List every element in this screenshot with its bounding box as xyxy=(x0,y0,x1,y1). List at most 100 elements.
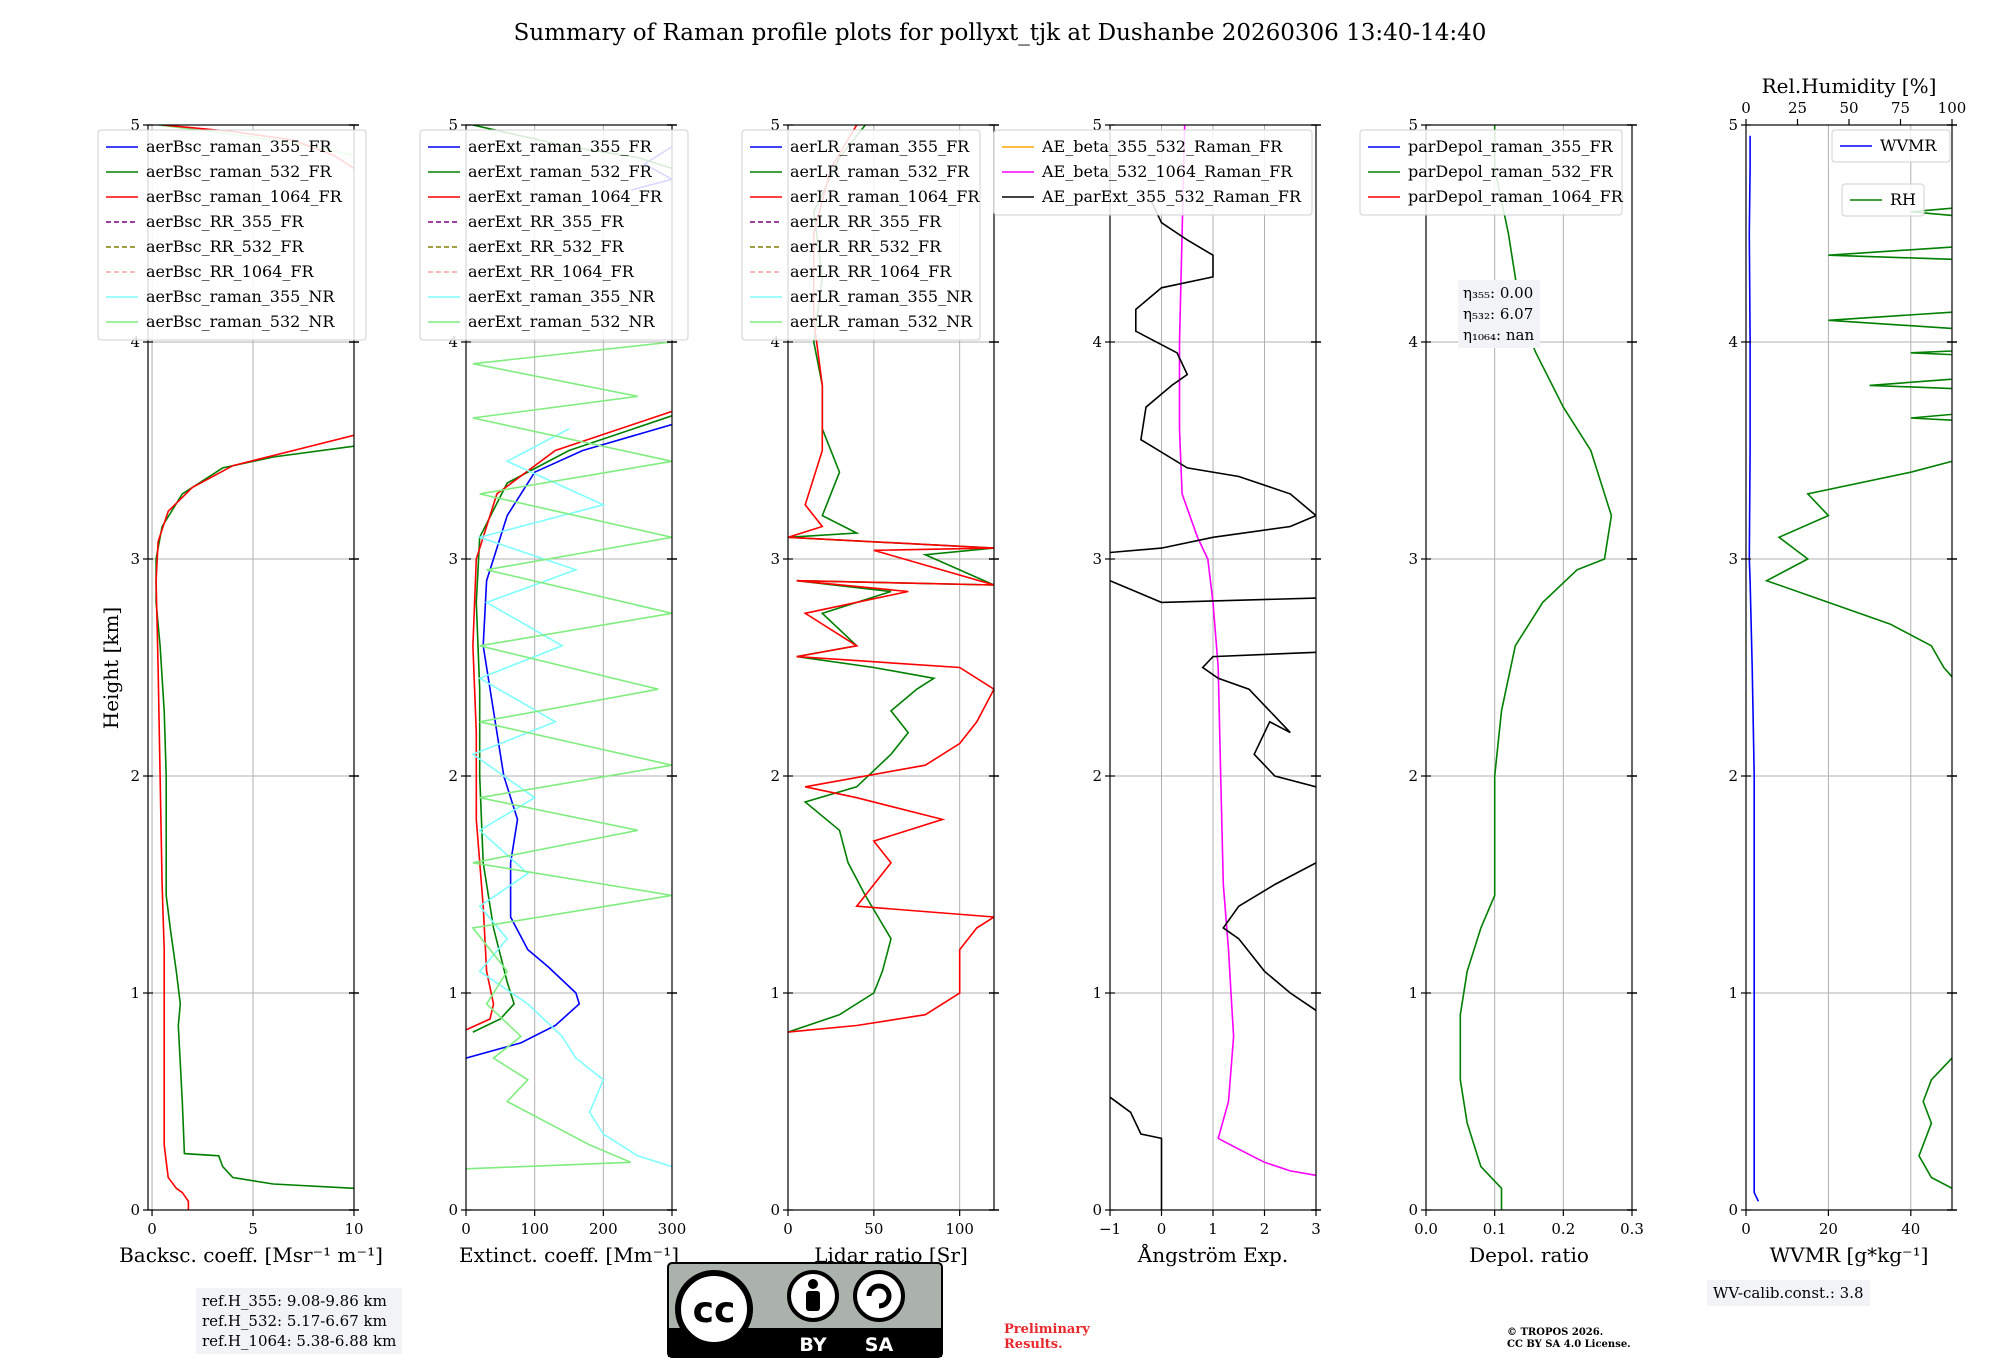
cc-icon xyxy=(675,1270,753,1348)
ext-ytick-label: 3 xyxy=(448,550,458,568)
ae-legend-label: AE_beta_355_532_Raman_FR xyxy=(1041,137,1283,156)
ae-ytick-label: 4 xyxy=(1092,333,1102,351)
depol-ytick-label: 1 xyxy=(1408,984,1418,1002)
y-axis-label: Height [km] xyxy=(99,607,123,729)
wvmr-top-xtick-label: 75 xyxy=(1891,99,1910,117)
bsc-legend-label: aerBsc_raman_355_FR xyxy=(146,137,332,156)
depol-ytick-label: 4 xyxy=(1408,333,1418,351)
lr-ytick-label: 4 xyxy=(770,333,780,351)
bsc-ytick-label: 5 xyxy=(130,116,140,134)
wvmr-series-WVMR xyxy=(1748,135,1760,1202)
wvmr-xtick-label: 0 xyxy=(1741,1220,1751,1238)
ext-ytick-label: 5 xyxy=(448,116,458,134)
depol-legend-box xyxy=(1359,129,1623,216)
ae-x-axis-label: Ångström Exp. xyxy=(1137,1242,1288,1267)
wvmr-top-x-axis-label: Rel.Humidity [%] xyxy=(1762,74,1937,98)
by-label: BY xyxy=(799,1334,826,1356)
wvmr-ytick-label: 3 xyxy=(1728,550,1738,568)
ext-series-aerExt_raman_355_FR xyxy=(466,423,672,1059)
cc-icon-text: cc xyxy=(693,1290,736,1331)
ref-height-box: ref.H_355: 9.08-9.86 km ref.H_532: 5.17-… xyxy=(196,1288,403,1354)
ae-series-AE_beta_532_1064_Raman_FR xyxy=(1178,125,1316,1177)
wvmr-x-axis-label: WVMR [g*kg⁻¹] xyxy=(1770,1243,1929,1267)
ext-xtick-label: 0 xyxy=(461,1220,471,1238)
ext-legend-label: aerExt_RR_532_FR xyxy=(468,237,625,256)
bsc-legend-label: aerBsc_raman_532_NR xyxy=(146,312,335,331)
ae-ytick-label: 2 xyxy=(1092,767,1102,785)
ae-ytick-label: 3 xyxy=(1092,550,1102,568)
ae-legend-label: AE_beta_532_1064_Raman_FR xyxy=(1041,162,1293,181)
ae-series-AE_parExt_355_532_Raman_FR_4 xyxy=(1110,200,1316,554)
wvmr-top-xtick-label: 100 xyxy=(1938,99,1967,117)
wvmr-ytick-label: 2 xyxy=(1728,767,1738,785)
ae-ytick-label: 5 xyxy=(1092,116,1102,134)
ae-xtick-label: 1 xyxy=(1208,1220,1218,1238)
lr-ytick-label: 0 xyxy=(770,1201,780,1219)
copyright-line-2: CC BY SA 4.0 License. xyxy=(1507,1339,1631,1350)
ext-legend-label: aerExt_raman_355_NR xyxy=(468,287,656,306)
lr-legend-label: aerLR_raman_1064_FR xyxy=(790,187,980,206)
lr-legend-label: aerLR_RR_1064_FR xyxy=(790,262,952,281)
ext-series-aerExt_raman_1064_FR xyxy=(466,410,672,1031)
ext-xtick-label: 300 xyxy=(658,1220,687,1238)
depol-legend-label: parDepol_raman_532_FR xyxy=(1408,162,1614,181)
depol-annotation-line: η₃₅₅: 0.00 xyxy=(1463,284,1533,302)
lr-ytick-label: 1 xyxy=(770,984,780,1002)
ae-series-AE_parExt_355_532_Raman_FR_2 xyxy=(1201,651,1316,788)
ae-legend-label: AE_parExt_355_532_Raman_FR xyxy=(1041,187,1302,206)
bsc-x-axis-label: Backsc. coeff. [Msr⁻¹ m⁻¹] xyxy=(119,1243,383,1267)
bsc-xtick-label: 10 xyxy=(344,1220,363,1238)
ext-legend-label: aerExt_raman_532_FR xyxy=(468,162,653,181)
bsc-ytick-label: 4 xyxy=(130,333,140,351)
depol-ytick-label: 3 xyxy=(1408,550,1418,568)
bsc-xtick-label: 0 xyxy=(147,1220,157,1238)
by-person-body xyxy=(806,1291,820,1311)
lr-ytick-label: 3 xyxy=(770,550,780,568)
preliminary-note: Preliminary Results. xyxy=(1004,1322,1090,1352)
rh-legend-label-RH: RH xyxy=(1890,190,1916,209)
sa-share-arrow xyxy=(866,1283,892,1309)
lr-legend-label: aerLR_raman_532_NR xyxy=(790,312,973,331)
lr-xtick-label: 0 xyxy=(783,1220,793,1238)
bsc-legend-box xyxy=(97,129,367,341)
ext-ytick-label: 1 xyxy=(448,984,458,1002)
ext-legend-label: aerExt_raman_532_NR xyxy=(468,312,656,331)
ext-series-aerExt_raman_532_NR xyxy=(466,341,672,1170)
ext-legend-label: aerExt_raman_1064_FR xyxy=(468,187,663,206)
lr-series-aerLR_raman_1064_FR xyxy=(788,125,994,1033)
ae-xtick-label: 3 xyxy=(1311,1220,1321,1238)
ext-ytick-label: 0 xyxy=(448,1201,458,1219)
depol-xtick-label: 0.0 xyxy=(1414,1220,1438,1238)
lr-ytick-label: 2 xyxy=(770,767,780,785)
ext-series-aerExt_raman_532_FR xyxy=(472,415,672,1033)
ext-xtick-label: 200 xyxy=(589,1220,618,1238)
wvmr-top-xtick-label: 50 xyxy=(1839,99,1858,117)
bsc-ytick-label: 3 xyxy=(130,550,140,568)
ext-legend-box xyxy=(419,129,689,341)
rh-legend-box xyxy=(1841,183,1925,217)
wvmr-axes-frame xyxy=(1745,124,1953,1211)
depol-xtick-label: 0.2 xyxy=(1551,1220,1575,1238)
wvmr-ytick-label: 1 xyxy=(1728,984,1738,1002)
depol-xtick-label: 0.3 xyxy=(1620,1220,1644,1238)
ext-legend-label: aerExt_raman_355_FR xyxy=(468,137,653,156)
lr-legend-label: aerLR_RR_355_FR xyxy=(790,212,942,231)
lr-legend-label: aerLR_RR_532_FR xyxy=(790,237,942,256)
wvmr-top-xtick-label: 0 xyxy=(1741,99,1751,117)
lr-legend-label: aerLR_raman_532_FR xyxy=(790,162,970,181)
ext-series-aerExt_raman_355_NR xyxy=(471,428,672,1168)
wvmr-xtick-label: 20 xyxy=(1819,1220,1838,1238)
ae-ytick-label: 0 xyxy=(1092,1201,1102,1219)
ae-xtick-label: 2 xyxy=(1260,1220,1270,1238)
wvmr-series-RH xyxy=(1764,207,1952,1190)
ae-xtick-label: −1 xyxy=(1099,1220,1121,1238)
bsc-ytick-label: 1 xyxy=(130,984,140,1002)
bsc-legend-label: aerBsc_RR_1064_FR xyxy=(146,262,315,281)
depol-legend-label: parDepol_raman_355_FR xyxy=(1408,137,1614,156)
ae-ytick-label: 1 xyxy=(1092,984,1102,1002)
bsc-legend-label: aerBsc_raman_355_NR xyxy=(146,287,335,306)
ae-series-AE_parExt_355_532_Raman_FR_3 xyxy=(1110,579,1316,604)
ext-x-axis-label: Extinct. coeff. [Mm⁻¹] xyxy=(459,1243,679,1267)
lr-ytick-label: 5 xyxy=(770,116,780,134)
